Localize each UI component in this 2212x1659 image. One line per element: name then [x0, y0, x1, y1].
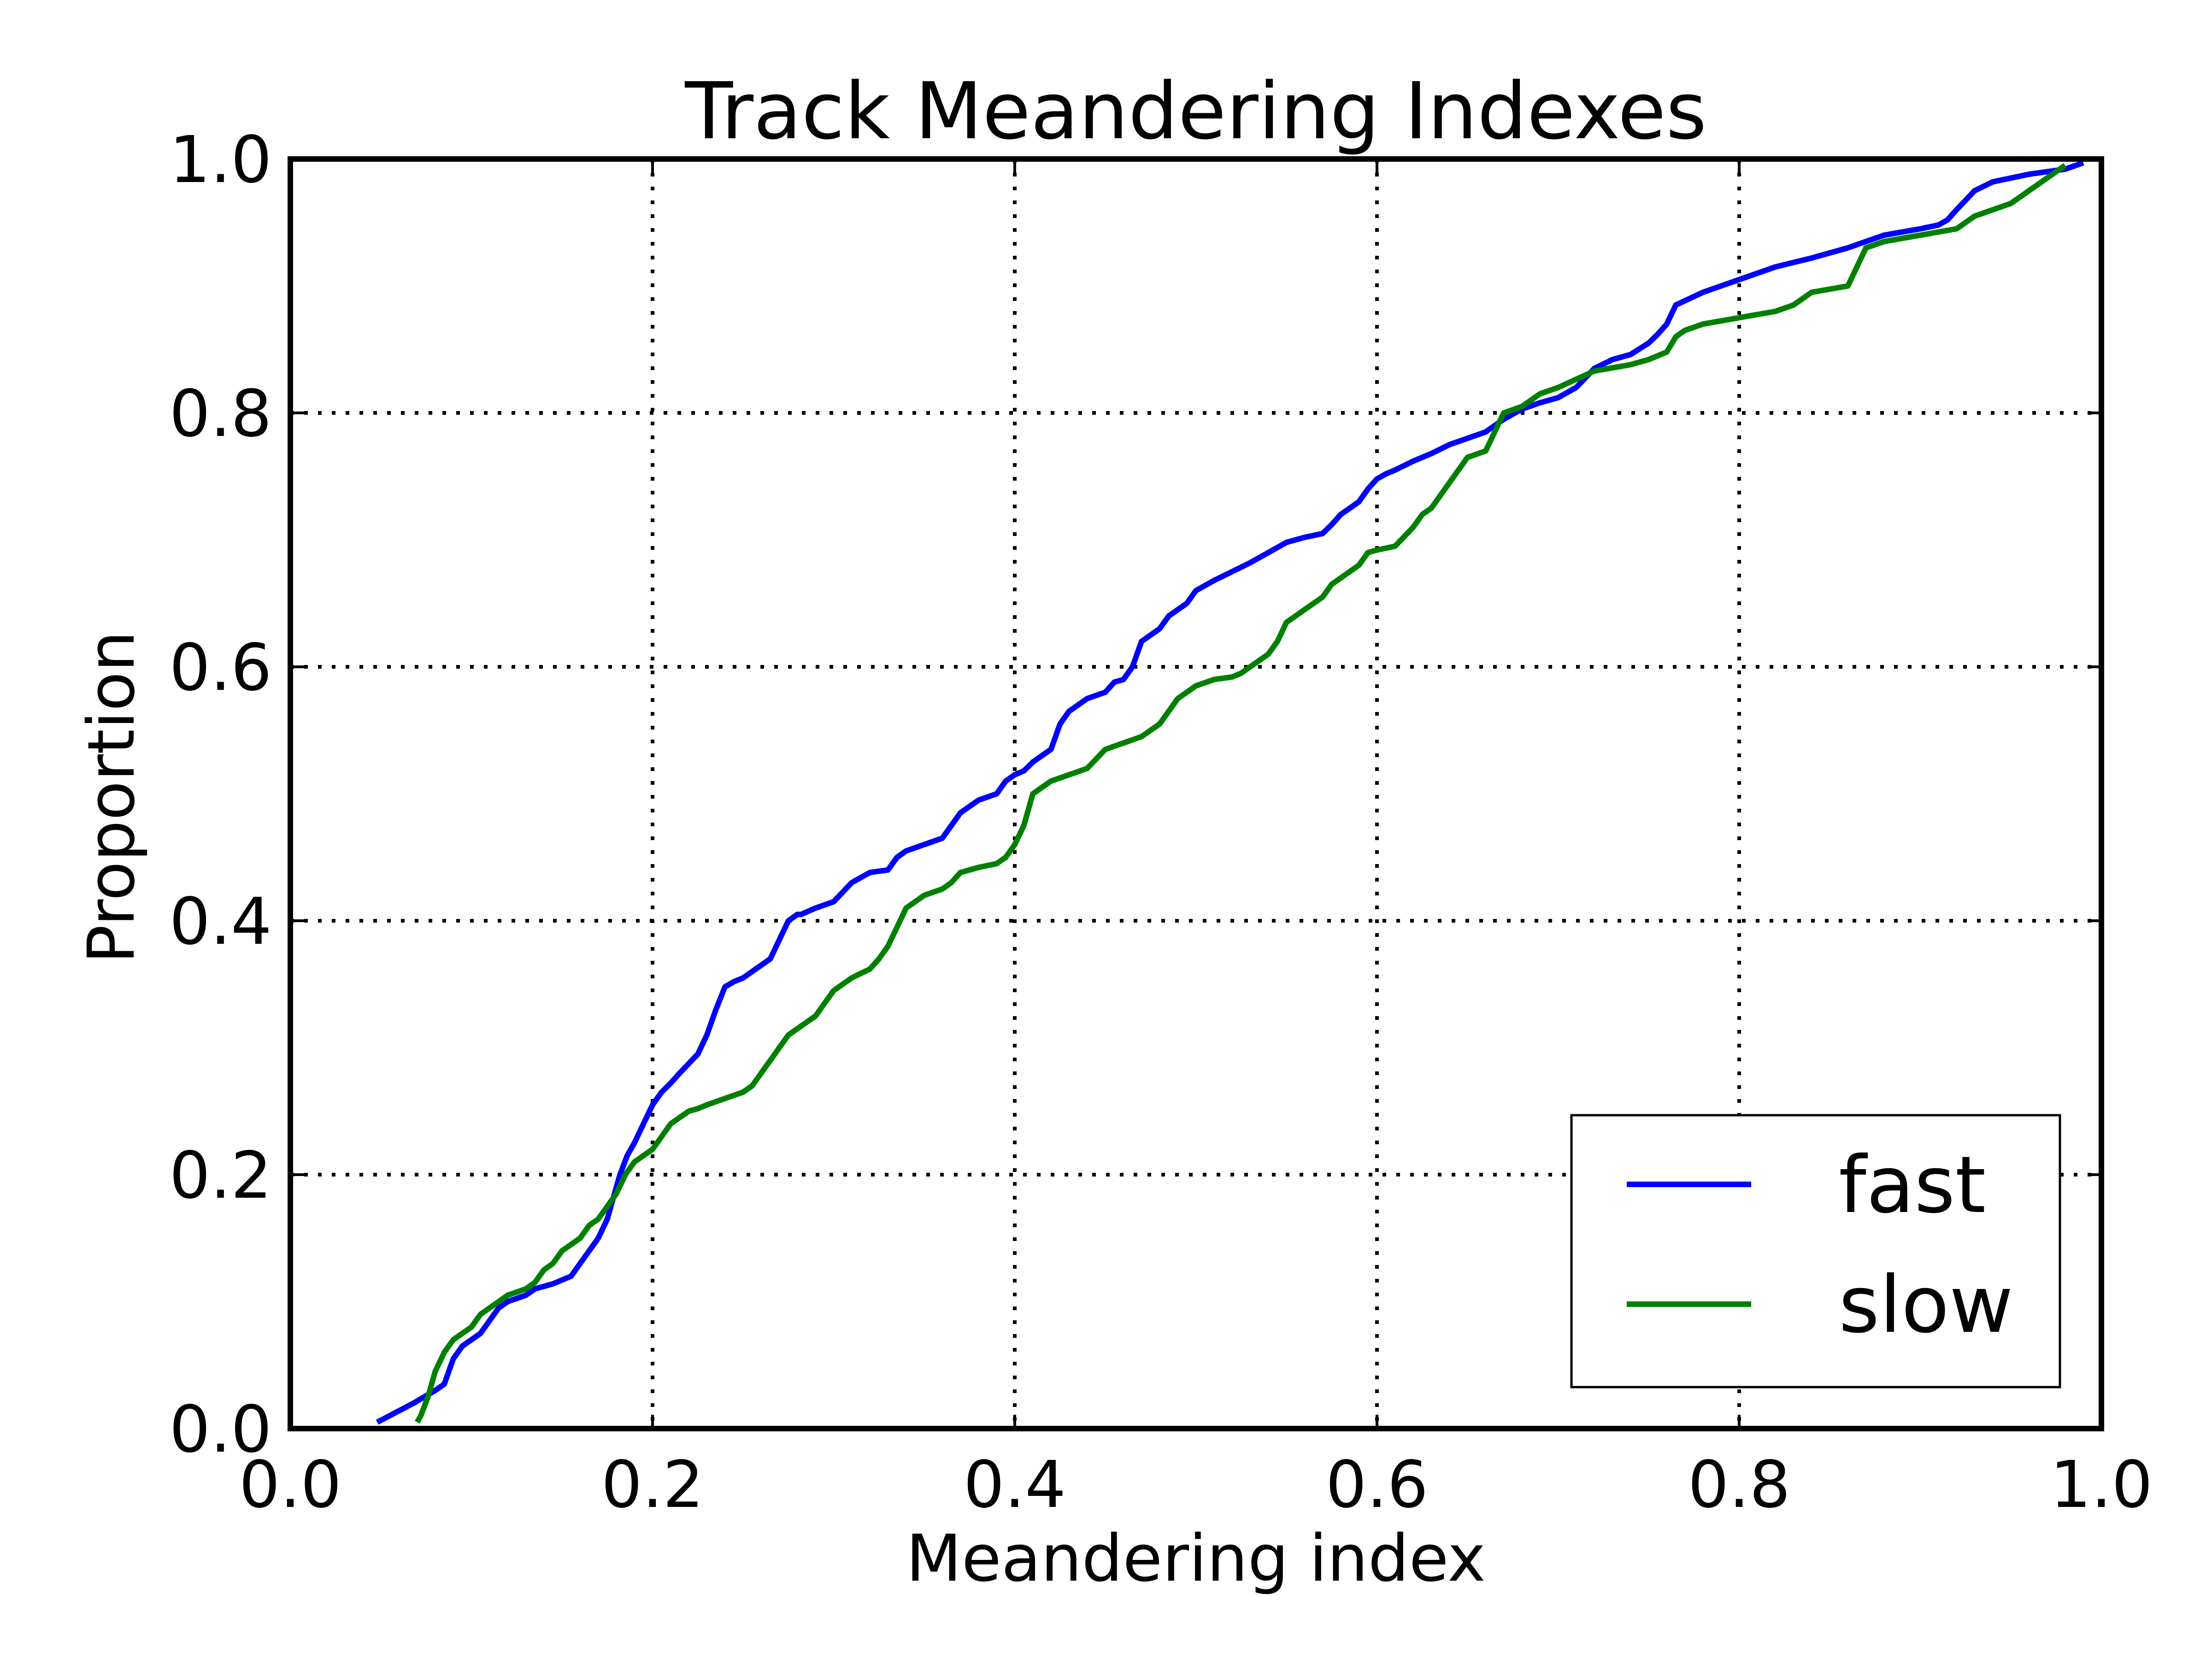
y-tick-label: 0.0 — [169, 1392, 272, 1467]
y-tick-label: 0.2 — [169, 1138, 272, 1213]
legend-label-slow: slow — [1839, 1259, 2013, 1351]
series-line-slow — [414, 163, 2067, 1424]
x-tick-label: 0.0 — [239, 1447, 342, 1523]
series-lines — [376, 160, 2084, 1425]
x-tick-label: 0.4 — [964, 1447, 1066, 1523]
y-tick-labels: 0.0 0.2 0.4 0.6 0.8 1.0 — [169, 123, 272, 1467]
x-axis-label: Meandering index — [906, 1521, 1486, 1596]
y-tick-label: 1.0 — [169, 123, 272, 198]
y-axis-label: Proportion — [74, 631, 149, 964]
plot-frame — [288, 156, 2104, 1431]
y-tick-label: 0.4 — [169, 884, 272, 959]
x-tick-labels: 0.0 0.2 0.4 0.6 0.8 1.0 — [239, 1447, 2153, 1523]
legend-box — [1570, 1114, 2061, 1388]
series-line-fast — [376, 160, 2084, 1425]
legend: fast slow — [1570, 1114, 2061, 1388]
legend-label-fast: fast — [1839, 1140, 1986, 1231]
x-tick-label: 0.2 — [601, 1447, 704, 1523]
chart-title: Track Meandering Indexes — [684, 66, 1706, 157]
x-tick-label: 0.6 — [1326, 1447, 1429, 1523]
y-tick-label: 0.6 — [169, 630, 272, 706]
x-tick-label: 1.0 — [2050, 1447, 2153, 1523]
x-tick-label: 0.8 — [1688, 1447, 1791, 1523]
y-tick-label: 0.8 — [169, 377, 272, 452]
